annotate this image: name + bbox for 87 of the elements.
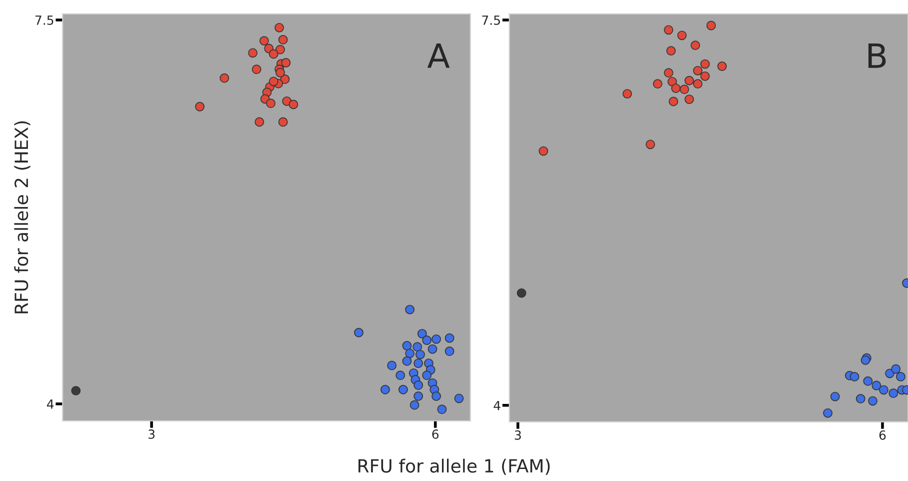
point <box>288 100 298 110</box>
point <box>259 36 269 46</box>
point <box>444 346 454 356</box>
point <box>276 44 285 54</box>
point <box>405 348 415 358</box>
point <box>868 396 878 406</box>
point <box>664 68 674 78</box>
point <box>878 385 888 395</box>
x-tick-label: 6 <box>879 430 886 440</box>
point <box>281 58 291 68</box>
point <box>398 384 408 394</box>
point <box>414 358 424 368</box>
point <box>274 22 284 32</box>
point <box>254 117 264 127</box>
point <box>268 76 278 86</box>
point <box>416 350 425 360</box>
point <box>414 380 424 390</box>
point <box>248 48 258 58</box>
point <box>700 59 710 69</box>
point <box>71 386 81 396</box>
point <box>700 71 710 81</box>
point <box>664 25 674 35</box>
point <box>422 336 432 345</box>
point <box>444 333 454 343</box>
point <box>677 30 687 40</box>
point <box>690 40 700 50</box>
point <box>278 35 288 44</box>
point <box>410 400 420 410</box>
point <box>850 372 860 382</box>
point <box>680 84 690 94</box>
point <box>276 68 285 78</box>
point <box>830 392 840 402</box>
point <box>195 102 205 112</box>
y-tick-label: 4 <box>494 400 500 410</box>
y-tick-label: 7.5 <box>35 16 54 25</box>
point <box>706 20 716 30</box>
point <box>402 341 412 350</box>
point <box>437 404 447 414</box>
point <box>412 342 422 352</box>
point <box>414 391 424 401</box>
x-axis-title: RFU for allele 1 (FAM) <box>358 458 550 475</box>
point <box>354 328 364 338</box>
point <box>432 391 441 401</box>
point <box>863 376 873 386</box>
point <box>417 328 427 338</box>
point <box>668 96 678 106</box>
point <box>891 364 901 374</box>
y-axis-title: RFU for allele 2 (HEX) <box>14 121 30 314</box>
point <box>872 380 882 390</box>
point <box>693 79 702 89</box>
point <box>402 356 412 366</box>
point <box>380 384 390 394</box>
point <box>717 62 727 71</box>
point <box>693 66 702 76</box>
y-tick-label: 4 <box>46 400 54 409</box>
point <box>684 94 694 104</box>
point <box>823 408 832 418</box>
point <box>666 46 676 56</box>
point <box>268 49 278 59</box>
point <box>652 79 662 89</box>
point <box>516 288 526 298</box>
point <box>454 394 464 404</box>
point <box>396 370 406 380</box>
x-tick-label: 3 <box>148 429 155 439</box>
point <box>538 146 548 156</box>
point <box>684 76 694 86</box>
point <box>220 73 230 83</box>
point <box>896 372 906 382</box>
point <box>888 388 898 398</box>
point <box>671 84 681 93</box>
point <box>646 140 656 150</box>
annotation: A <box>427 43 450 68</box>
point <box>387 360 397 370</box>
x-tick-label: 6 <box>432 429 439 439</box>
point <box>428 344 438 354</box>
y-tick-label: 7.5 <box>482 16 500 25</box>
point <box>278 117 288 127</box>
point <box>622 89 632 98</box>
point <box>252 64 262 74</box>
point <box>266 98 276 108</box>
point <box>856 394 866 404</box>
point <box>422 370 432 380</box>
point <box>668 76 677 86</box>
annotation: B <box>868 44 886 68</box>
point <box>432 334 441 344</box>
x-tick-label: 3 <box>514 430 521 440</box>
point <box>405 304 415 314</box>
